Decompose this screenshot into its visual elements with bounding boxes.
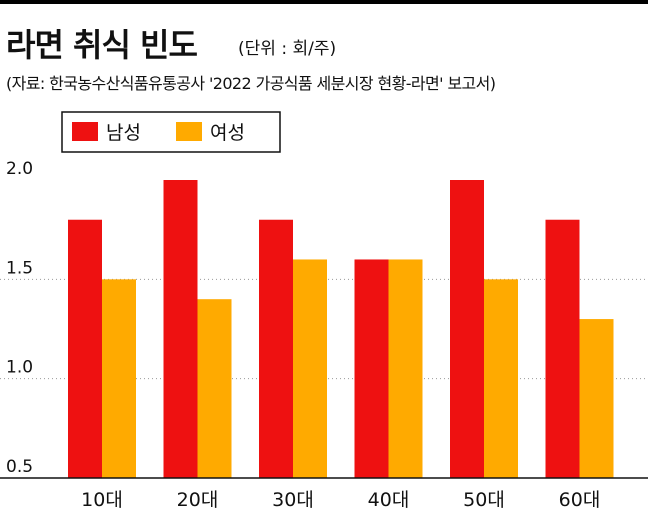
- x-tick-label: 60대: [559, 489, 601, 511]
- x-tick-label: 20대: [177, 489, 219, 511]
- bar-female-60대: [579, 319, 614, 478]
- y-tick-label: 2.0: [6, 159, 33, 179]
- legend-label-female: 여성: [210, 122, 245, 144]
- bar-male-30대: [259, 219, 293, 478]
- x-tick-label: 10대: [81, 489, 123, 511]
- chart-title: 라면 취식 빈도: [6, 26, 198, 64]
- legend-swatch-female: [176, 122, 202, 141]
- legend-label-male: 남성: [106, 122, 141, 144]
- axes: 2.0 1.5 1.0 0.5 10대 20대 30대 40대 50대 60대: [0, 159, 648, 511]
- bar-male-20대: [163, 180, 198, 478]
- top-rule: [0, 0, 648, 4]
- y-tick-label: 0.5: [6, 457, 33, 477]
- x-tick-label: 30대: [272, 489, 314, 511]
- unit-label: (단위 : 회/주): [238, 39, 337, 59]
- x-tick-label: 50대: [463, 489, 505, 511]
- x-tick-label: 40대: [368, 489, 410, 511]
- bar-male-60대: [545, 219, 580, 478]
- bar-male-10대: [68, 219, 102, 478]
- legend-swatch-male: [72, 122, 98, 141]
- bars: [68, 180, 614, 478]
- bar-female-40대: [388, 259, 423, 478]
- legend: 남성 여성: [61, 111, 281, 153]
- bar-male-50대: [450, 180, 484, 478]
- bar-female-10대: [102, 279, 136, 478]
- bar-male-40대: [354, 259, 389, 478]
- legend-box: [61, 111, 281, 153]
- bar-female-50대: [484, 279, 518, 478]
- bar-female-20대: [197, 299, 232, 478]
- y-tick-label: 1.5: [6, 258, 33, 278]
- bar-female-30대: [293, 259, 327, 478]
- source-note: (자료: 한국농수산식품유통공사 '2022 가공식품 세분시장 현황-라면' …: [6, 74, 496, 93]
- y-tick-label: 1.0: [6, 358, 33, 378]
